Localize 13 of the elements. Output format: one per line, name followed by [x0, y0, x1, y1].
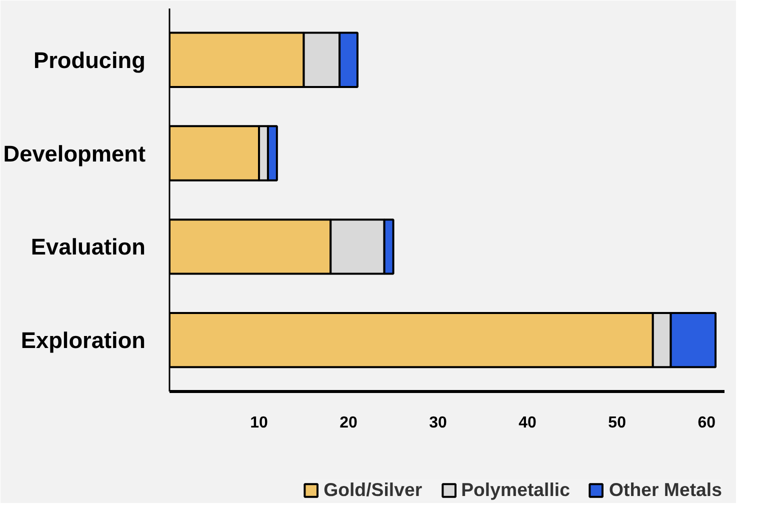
legend-label: Gold/Silver	[324, 479, 422, 501]
x-tick-label: 30	[429, 414, 448, 432]
legend-label: Other Metals	[608, 479, 722, 501]
x-tick-label: 20	[340, 414, 358, 432]
y-tick-label: Exploration	[20, 327, 146, 354]
x-tick-label: 60	[698, 414, 716, 432]
y-tick-label: Development	[3, 140, 146, 166]
y-tick-label: Producing	[33, 46, 146, 73]
legend-label: Polymetallic	[461, 479, 570, 501]
x-tick-label: 10	[250, 414, 268, 432]
x-tick-label: 40	[518, 414, 537, 432]
y-tick-label: Evaluation	[30, 234, 146, 260]
x-tick-label: 50	[608, 414, 626, 432]
